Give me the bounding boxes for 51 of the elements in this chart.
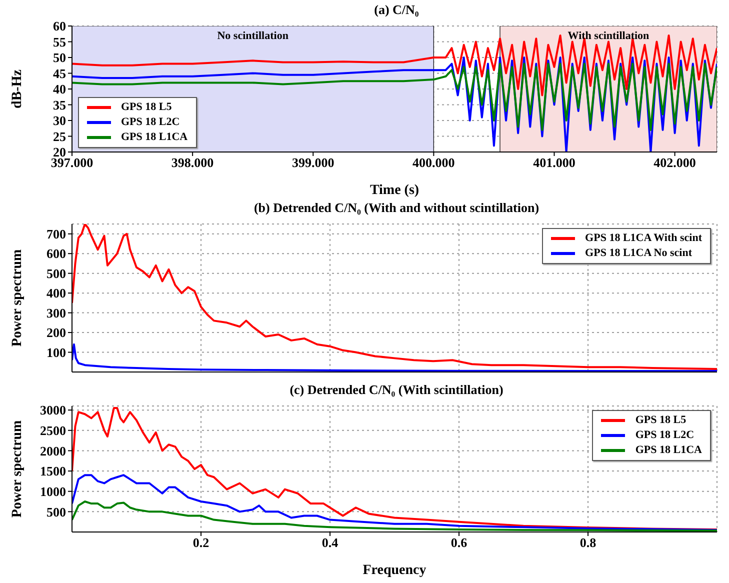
legend-label: GPS 18 L5 bbox=[120, 100, 173, 115]
y-tick-label: 100 bbox=[46, 344, 66, 360]
y-tick-label: 2000 bbox=[40, 443, 66, 458]
line-series bbox=[72, 407, 717, 531]
x-tick-label: 0.2 bbox=[192, 535, 210, 550]
y-axis-title: Power spectrum bbox=[10, 249, 25, 347]
y-axis-title: dB-Hz bbox=[10, 70, 25, 108]
y-tick-label: 35 bbox=[53, 97, 66, 112]
legend-label: GPS 18 L2C bbox=[634, 428, 696, 443]
y-tick-label: 700 bbox=[46, 226, 66, 242]
band-label: No scintillation bbox=[217, 30, 288, 42]
x-tick-label: 0.6 bbox=[450, 535, 468, 550]
y-axis-title: Power spectrum bbox=[10, 420, 25, 518]
chart-title: (c) Detrended C/N₀ (With scintillation) bbox=[288, 382, 504, 398]
y-tick-label: 500 bbox=[46, 504, 66, 520]
x-tick-label: 399.000 bbox=[292, 155, 334, 170]
x-axis-title: Frequency bbox=[362, 563, 426, 578]
x-tick-label: 398.000 bbox=[171, 155, 214, 170]
legend-label: GPS 18 L1CA bbox=[634, 443, 702, 458]
y-tick-label: 600 bbox=[46, 246, 66, 262]
y-tick-label: 60 bbox=[53, 18, 66, 34]
y-tick-label: 45 bbox=[53, 66, 66, 81]
x-tick-label: 0.4 bbox=[322, 535, 339, 550]
y-tick-label: 25 bbox=[53, 128, 66, 144]
y-tick-label: 40 bbox=[53, 82, 66, 97]
y-tick-label: 30 bbox=[53, 113, 66, 128]
x-axis-title: Time (s) bbox=[370, 183, 420, 198]
y-tick-label: 400 bbox=[46, 286, 66, 301]
x-tick-label: 402.000 bbox=[654, 155, 696, 170]
y-tick-label: 50 bbox=[53, 50, 66, 66]
x-tick-label: 401.000 bbox=[533, 155, 576, 170]
line-series bbox=[72, 224, 717, 370]
y-tick-label: 55 bbox=[53, 34, 66, 50]
y-tick-label: 200 bbox=[46, 325, 66, 340]
y-tick-label: 2500 bbox=[40, 423, 66, 438]
x-tick-label: 400.000 bbox=[412, 155, 455, 170]
x-tick-label: 0.8 bbox=[580, 535, 597, 550]
line-series bbox=[72, 62, 717, 131]
legend-label: GPS 18 L1CA No scint bbox=[584, 246, 694, 261]
band-label: With scintillation bbox=[568, 30, 650, 42]
chart-title: (a) C/N₀ bbox=[373, 2, 420, 18]
legend-label: GPS 18 L1CA With scint bbox=[584, 231, 702, 246]
chart-title: (b) Detrended C/N₀ (With and without scintillation) bbox=[252, 200, 540, 216]
legend-label: GPS 18 L2C bbox=[120, 115, 181, 130]
legend-label: GPS 18 L5 bbox=[634, 413, 688, 428]
y-tick-label: 500 bbox=[46, 266, 66, 281]
y-tick-label: 3000 bbox=[40, 402, 66, 418]
y-tick-label: 1500 bbox=[40, 464, 66, 479]
y-tick-label: 300 bbox=[46, 305, 66, 320]
y-tick-label: 1000 bbox=[40, 484, 66, 499]
legend-label: GPS 18 L1CA bbox=[120, 130, 188, 145]
